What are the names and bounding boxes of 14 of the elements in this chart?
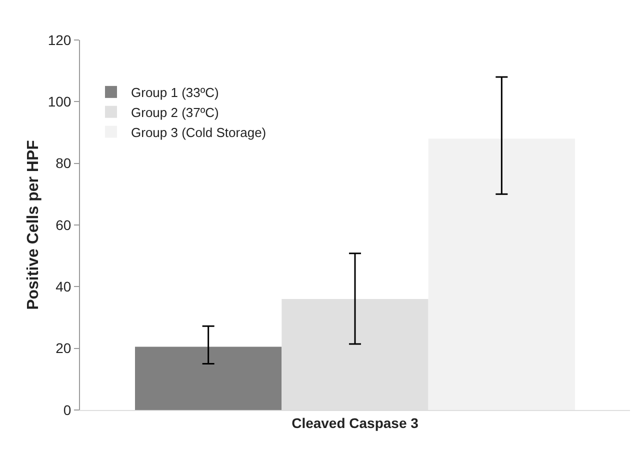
y-tick-label: 0 xyxy=(63,402,72,418)
y-tick-label: 120 xyxy=(48,32,72,48)
y-tick-label: 100 xyxy=(48,94,72,110)
legend-label: Group 3 (Cold Storage) xyxy=(131,124,266,140)
y-tick-label: 40 xyxy=(56,278,72,295)
bar xyxy=(135,346,282,410)
y-tick-label: 80 xyxy=(56,155,72,172)
legend-label: Group 2 (37ºC) xyxy=(131,104,219,120)
x-tick-label: Cleaved Caspase 3 xyxy=(292,414,419,431)
bar xyxy=(428,138,575,410)
legend-label: Group 1 (33ºC) xyxy=(131,85,219,100)
y-tick-label: 60 xyxy=(56,216,72,233)
y-tick-label: 20 xyxy=(56,340,72,356)
y-axis-title: Positive Cells per HPF xyxy=(25,140,42,310)
